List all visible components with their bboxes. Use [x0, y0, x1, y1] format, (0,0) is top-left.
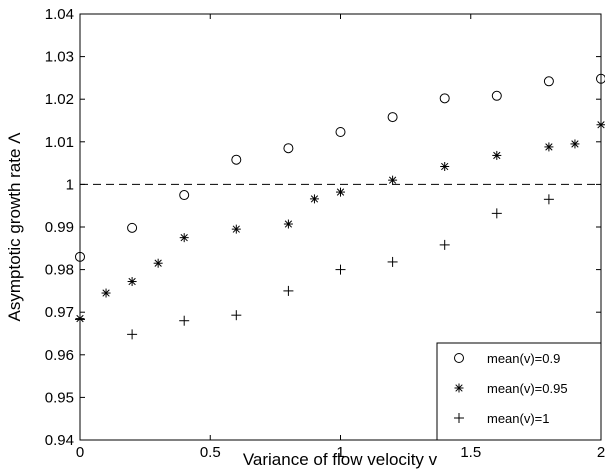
y-tick-label: 1.04 [45, 6, 74, 23]
data-point-plus [283, 285, 294, 296]
data-point-plus [127, 329, 138, 340]
data-point-asterisk [231, 224, 241, 234]
data-point-asterisk [127, 277, 137, 287]
data-point-circle [335, 127, 346, 138]
y-tick-label: 0.97 [45, 304, 74, 321]
data-point-plus [335, 264, 346, 275]
y-tick-label: 0.95 [45, 389, 74, 406]
data-point-plus [491, 208, 502, 219]
legend: mean(v)=0.9 mean(v)=0.95 mean(v)=1 [436, 342, 602, 441]
y-axis-label: Asymptotic growth rate Λ [5, 132, 24, 322]
data-point-plus [387, 256, 398, 267]
data-point-plus [231, 310, 242, 321]
data-point-asterisk [336, 187, 345, 197]
y-tick-label: 1.02 [45, 91, 74, 108]
legend-marker-plus [454, 413, 464, 423]
y-tick-label: 1.03 [45, 49, 74, 66]
ticks-layer: 0 0.5 1 1.5 2 0.94 0.95 0.96 0.97 0.98 0.99 1 1.01 1.… [45, 6, 605, 461]
data-point-circle [439, 93, 450, 104]
data-point-asterisk [492, 150, 502, 160]
data-point-circle [543, 76, 554, 87]
data-point-plus [543, 194, 554, 205]
data-point-plus [179, 315, 190, 326]
data-point-asterisk [388, 175, 398, 185]
y-tick-label: 0.99 [45, 219, 74, 236]
data-point-circle [387, 112, 398, 123]
legend-label: mean(v)=1 [487, 411, 550, 426]
x-tick-label: 1 [336, 444, 344, 461]
legend-label: mean(v)=0.95 [487, 381, 568, 396]
x-tick-label: 1.5 [460, 444, 481, 461]
data-point-asterisk [283, 219, 293, 229]
y-tick-label: 0.98 [45, 262, 74, 279]
legend-box [436, 342, 602, 441]
data-point-asterisk [309, 194, 319, 204]
data-point-asterisk [570, 139, 580, 149]
x-tick-label: 0.5 [200, 444, 221, 461]
x-axis-label: Variance of flow velocity v [243, 450, 438, 469]
data-point-circle [127, 222, 138, 233]
data-point-asterisk [544, 142, 554, 152]
x-tick-label: 0 [76, 444, 84, 461]
legend-marker-circle [454, 353, 464, 363]
data-point-circle [231, 154, 242, 165]
y-tick-label: 0.94 [45, 432, 74, 449]
legend-marker-asterisk [454, 383, 464, 393]
data-point-asterisk [179, 233, 189, 243]
data-point-asterisk [440, 162, 450, 172]
y-tick-label: 1.01 [45, 134, 74, 151]
x-tick-label: 2 [597, 444, 605, 461]
data-point-asterisk [101, 288, 111, 298]
legend-label: mean(v)=0.9 [487, 351, 560, 366]
data-point-plus [439, 239, 450, 250]
data-point-asterisk [153, 258, 163, 268]
y-tick-label: 0.96 [45, 347, 74, 364]
data-point-circle [179, 190, 190, 201]
data-point-circle [491, 90, 502, 101]
y-tick-label: 1 [66, 176, 74, 193]
data-point-circle [283, 143, 294, 154]
